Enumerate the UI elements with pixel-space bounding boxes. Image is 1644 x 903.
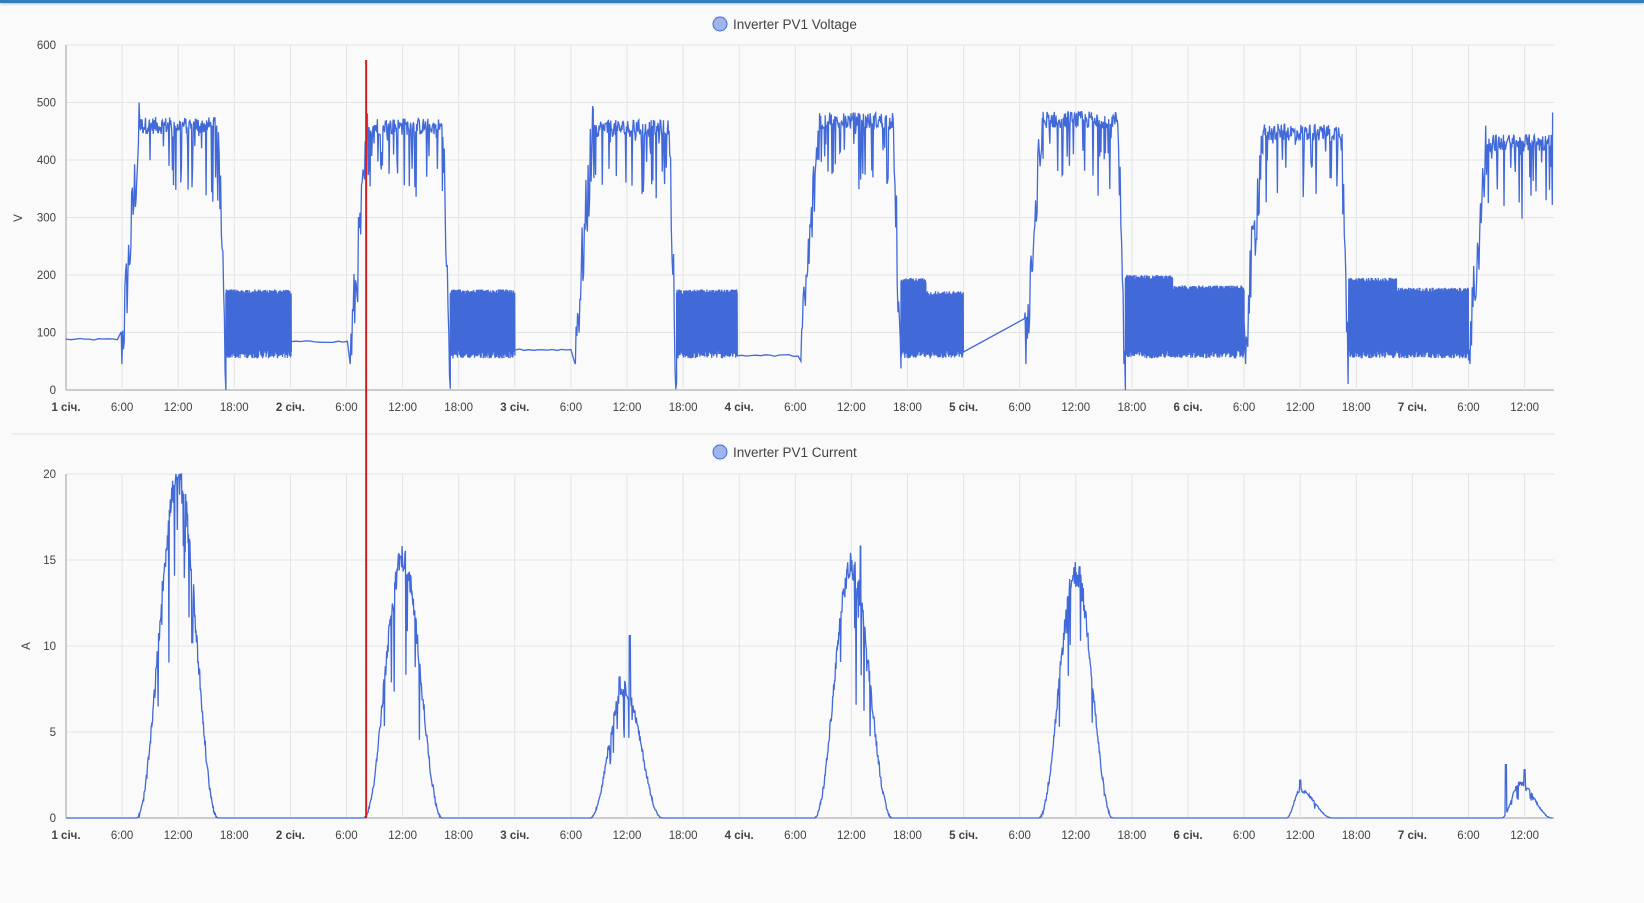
x-tick-label: 6:00 xyxy=(1457,830,1479,842)
y-tick-label: 100 xyxy=(37,328,56,340)
x-tick-label: 6:00 xyxy=(1009,402,1031,414)
x-tick-label: 6:00 xyxy=(1233,402,1255,414)
current-legend[interactable]: Inverter PV1 Current xyxy=(712,444,857,460)
current-legend-label: Inverter PV1 Current xyxy=(733,445,857,460)
voltage-x-ticks: 1 січ. 6:00 12:00 18:00 2 січ. 6:00 12:00 18:00… xyxy=(51,402,1539,414)
x-tick-label: 6:00 xyxy=(335,402,357,414)
x-tick-label: 12:00 xyxy=(613,830,642,842)
y-tick-label: 20 xyxy=(43,469,56,481)
voltage-legend-label: Inverter PV1 Voltage xyxy=(733,17,857,32)
x-tick-label: 18:00 xyxy=(1118,402,1147,414)
current-legend-marker-icon xyxy=(712,444,728,460)
x-tick-label: 6:00 xyxy=(111,402,133,414)
x-tick-label: 1 січ. xyxy=(51,830,80,842)
x-tick-label: 4 січ. xyxy=(725,830,754,842)
x-tick-label: 12:00 xyxy=(164,402,193,414)
x-tick-label: 6:00 xyxy=(784,402,806,414)
x-tick-label: 6:00 xyxy=(111,830,133,842)
x-tick-label: 12:00 xyxy=(1286,830,1315,842)
x-tick-label: 12:00 xyxy=(1510,402,1539,414)
voltage-series-line[interactable] xyxy=(65,102,1554,391)
x-tick-label: 2 січ. xyxy=(276,830,305,842)
x-tick-label: 12:00 xyxy=(1286,402,1315,414)
x-tick-label: 6:00 xyxy=(1009,830,1031,842)
y-tick-label: 300 xyxy=(37,213,56,225)
x-tick-label: 18:00 xyxy=(220,830,249,842)
x-tick-label: 3 січ. xyxy=(500,402,529,414)
x-tick-label: 12:00 xyxy=(837,830,866,842)
current-series-line[interactable] xyxy=(66,473,1553,819)
y-tick-label: 15 xyxy=(43,555,56,567)
y-tick-label: 10 xyxy=(43,641,56,653)
top-accent-bar xyxy=(0,0,1644,3)
x-tick-label: 12:00 xyxy=(1510,830,1539,842)
x-tick-label: 18:00 xyxy=(444,830,473,842)
x-tick-label: 18:00 xyxy=(220,402,249,414)
x-tick-label: 18:00 xyxy=(1118,830,1147,842)
current-y-ticks: 0 5 10 15 20 xyxy=(43,469,56,825)
current-y-axis-label: A xyxy=(21,642,33,650)
x-tick-label: 18:00 xyxy=(1342,402,1371,414)
voltage-y-axis-label: V xyxy=(13,214,25,222)
x-tick-label: 18:00 xyxy=(444,402,473,414)
x-tick-label: 12:00 xyxy=(1061,830,1090,842)
y-tick-label: 5 xyxy=(50,727,56,739)
x-tick-label: 5 січ. xyxy=(949,830,978,842)
y-tick-label: 0 xyxy=(50,385,56,397)
x-tick-label: 12:00 xyxy=(837,402,866,414)
current-x-ticks: 1 січ. 6:00 12:00 18:00 2 січ. 6:00 12:00 18:00… xyxy=(51,830,1539,842)
x-tick-label: 12:00 xyxy=(388,402,417,414)
x-tick-label: 12:00 xyxy=(613,402,642,414)
x-tick-label: 2 січ. xyxy=(276,402,305,414)
x-tick-label: 12:00 xyxy=(164,830,193,842)
y-tick-label: 200 xyxy=(37,270,56,282)
x-tick-label: 6:00 xyxy=(1457,402,1479,414)
x-tick-label: 6:00 xyxy=(560,830,582,842)
voltage-legend-marker-icon xyxy=(712,16,728,32)
x-tick-label: 6:00 xyxy=(1233,830,1255,842)
x-tick-label: 4 січ. xyxy=(725,402,754,414)
x-tick-label: 18:00 xyxy=(669,402,698,414)
x-tick-label: 6:00 xyxy=(784,830,806,842)
x-tick-label: 6 січ. xyxy=(1173,830,1202,842)
x-tick-label: 12:00 xyxy=(388,830,417,842)
x-tick-label: 1 січ. xyxy=(51,402,80,414)
x-tick-label: 3 січ. xyxy=(500,830,529,842)
voltage-chart[interactable]: Inverter PV1 Voltage 0 100 200 300 400 500 600… xyxy=(13,16,1554,414)
x-tick-label: 6:00 xyxy=(335,830,357,842)
current-grid xyxy=(65,473,1554,819)
x-tick-label: 18:00 xyxy=(893,402,922,414)
y-tick-label: 0 xyxy=(50,813,56,825)
x-tick-label: 18:00 xyxy=(893,830,922,842)
y-tick-label: 500 xyxy=(37,98,56,110)
voltage-y-ticks: 0 100 200 300 400 500 600 xyxy=(37,40,56,397)
voltage-legend[interactable]: Inverter PV1 Voltage xyxy=(712,16,857,32)
x-tick-label: 18:00 xyxy=(669,830,698,842)
x-tick-label: 5 січ. xyxy=(949,402,978,414)
y-tick-label: 600 xyxy=(37,40,56,52)
x-tick-label: 12:00 xyxy=(1061,402,1090,414)
x-tick-label: 7 січ. xyxy=(1398,402,1427,414)
x-tick-label: 18:00 xyxy=(1342,830,1371,842)
x-tick-label: 6:00 xyxy=(560,402,582,414)
x-tick-label: 7 січ. xyxy=(1398,830,1427,842)
current-chart[interactable]: Inverter PV1 Current 0 5 10 15 20 1 січ. 6:00… xyxy=(21,444,1554,842)
x-tick-label: 6 січ. xyxy=(1173,402,1202,414)
y-tick-label: 400 xyxy=(37,155,56,167)
